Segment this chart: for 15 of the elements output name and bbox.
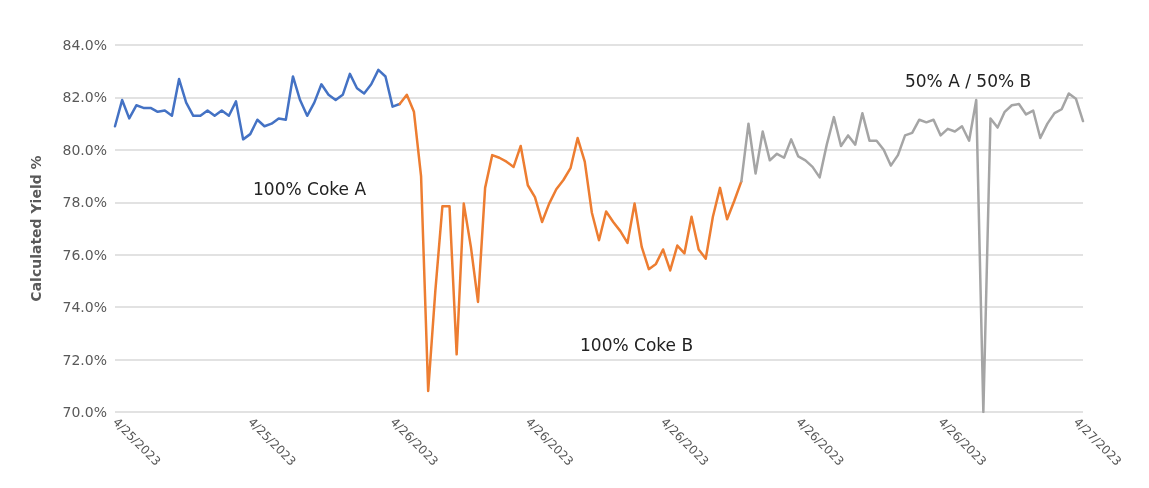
annotation: 100% Coke B [580, 334, 694, 355]
y-tick-label: 76.0% [62, 246, 107, 263]
y-axis-title: Calculated Yield % [28, 155, 44, 302]
line-series [398, 93, 743, 393]
annotation: 100% Coke A [253, 178, 367, 199]
y-tick-label: 70.0% [62, 404, 107, 420]
y-tick-label: 84.0% [62, 37, 107, 53]
annotation: 50% A / 50% B [904, 70, 1032, 91]
y-tick-label: 78.0% [62, 194, 107, 211]
y-tick-label: 72.0% [62, 351, 107, 368]
y-tick-label: 74.0% [62, 299, 107, 316]
line-series [740, 92, 1085, 414]
y-tick-label: 80.0% [62, 141, 107, 158]
line-series [113, 68, 401, 141]
y-tick-label: 82.0% [62, 89, 107, 106]
